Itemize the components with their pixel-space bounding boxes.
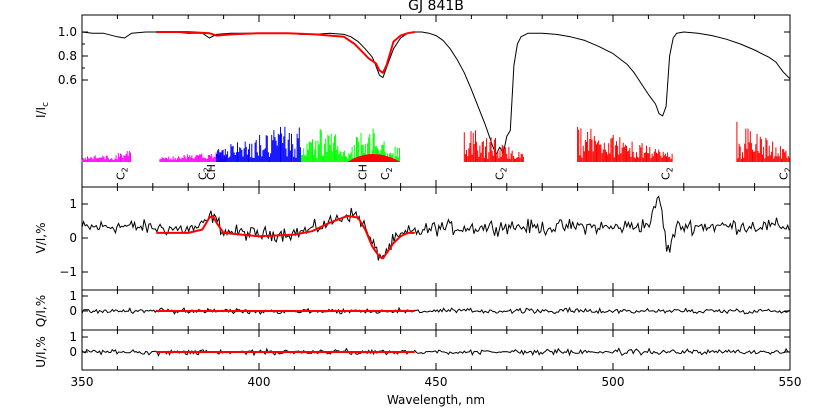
line-band [577,127,673,162]
stokes-q-y-tick-label: 0 [69,304,77,318]
stokes-q-y-label: Q/I,% [34,295,48,327]
stokes-v-observed-line [81,195,790,261]
intensity-y-tick-label: 0.8 [58,49,77,63]
stokes-u-y-label: U/I,% [34,336,48,368]
molecular-line-marks [216,126,301,162]
intensity-observed-line [81,31,791,155]
molecular-line-marks [736,121,790,162]
molecular-line-marks [81,151,131,162]
stokes-q-observed-line [81,306,790,315]
x-tick-label: 500 [602,375,625,389]
molecule-label: C2 [493,167,508,180]
stokes-u-observed-line [81,347,790,357]
line-band [463,130,524,162]
ch-band-fill [347,154,401,162]
line-band [81,151,131,162]
line-band [216,126,301,162]
intensity-model-line [156,31,415,74]
stokes-v-panel-frame [81,186,791,291]
x-tick-label: 400 [248,375,271,389]
x-tick-label: 550 [779,375,802,389]
intensity-y-tick-label: 1.0 [58,25,77,39]
stokes-v-y-label: V/I,% [34,222,48,253]
molecule-label: CH [357,164,370,180]
molecule-label: C2 [379,167,394,180]
molecule-label: CH [205,164,218,180]
stokes-v-y-tick-label: −1 [59,265,77,279]
intensity-y-label: I/Ic [34,102,51,118]
stokes-v-y-tick-label: 1 [69,197,77,211]
line-band [736,121,790,162]
stokes-u-y-tick-label: 0 [69,345,77,359]
stokes-v-y-tick-label: 0 [69,231,77,245]
x-tick-label: 450 [425,375,448,389]
stokes-q-y-tick-label: 1 [69,289,77,303]
molecular-line-marks [577,127,673,162]
molecular-line-marks [463,130,524,162]
stokes-v-model-line [156,214,415,260]
x-tick-label: 350 [71,375,94,389]
chart-title: GJ 841B [408,0,464,14]
x-axis-label: Wavelength, nm [387,393,485,407]
molecule-label: C2 [778,167,793,180]
molecule-label: C2 [114,167,129,180]
stokes-u-y-tick-label: 1 [69,330,77,344]
intensity-y-tick-label: 0.6 [58,73,77,87]
molecule-label: C2 [660,167,675,180]
